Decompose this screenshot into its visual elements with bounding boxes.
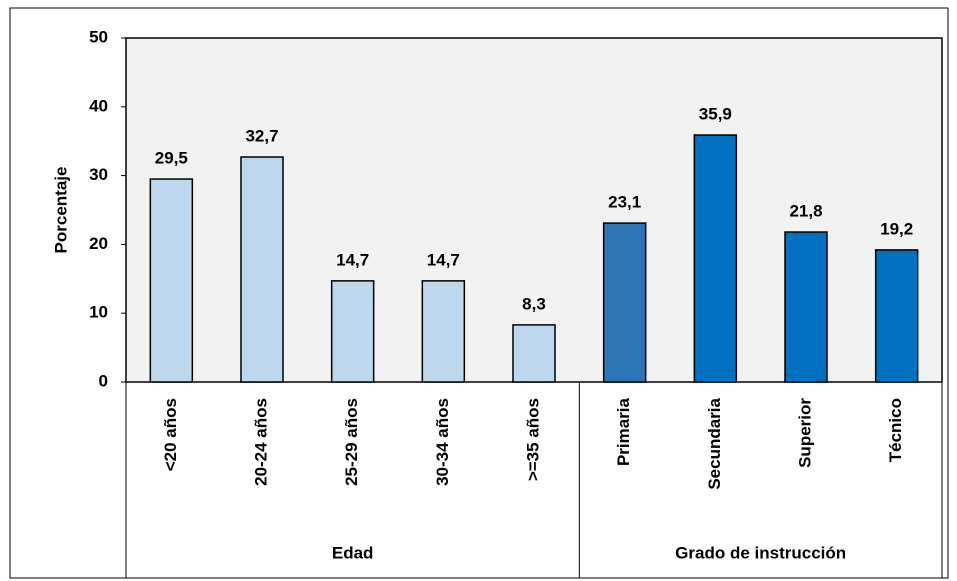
y-tick-label: 30	[89, 165, 108, 184]
x-tick-label: Técnico	[886, 398, 905, 462]
value-label: 23,1	[608, 193, 641, 212]
y-tick-label: 40	[89, 96, 108, 115]
y-tick-label: 0	[99, 371, 108, 390]
y-tick-label: 50	[89, 27, 108, 46]
x-tick-label: >=35 años	[523, 398, 542, 481]
bar	[784, 231, 828, 383]
value-label: 8,3	[522, 294, 546, 313]
bar	[149, 178, 194, 383]
x-tick-label: Superior	[795, 398, 814, 468]
bar	[512, 324, 556, 383]
bar	[602, 222, 647, 383]
bar	[330, 280, 375, 383]
bar	[240, 156, 284, 383]
value-label: 19,2	[880, 219, 913, 238]
x-tick-label: Primaria	[614, 397, 633, 466]
group-label: Grado de instrucción	[675, 543, 846, 562]
value-label: 14,7	[336, 250, 369, 269]
bar	[693, 134, 738, 383]
value-label: 14,7	[427, 250, 460, 269]
value-label: 35,9	[699, 104, 732, 123]
value-label: 32,7	[245, 127, 278, 146]
value-label: 29,5	[155, 149, 188, 168]
x-tick-label: 30-34 años	[433, 398, 452, 486]
group-label: Edad	[332, 543, 374, 562]
x-tick-label: 25-29 años	[342, 398, 361, 486]
x-tick-label: Secundaria	[705, 397, 724, 489]
x-tick-label: 20-24 años	[251, 398, 270, 486]
x-tick-label: <20 años	[161, 398, 180, 471]
bar	[421, 280, 466, 383]
y-tick-label: 20	[89, 234, 108, 253]
value-label: 21,8	[789, 202, 822, 221]
y-tick-label: 10	[89, 303, 108, 322]
bar	[874, 249, 919, 383]
y-axis-label: Porcentaje	[51, 167, 70, 254]
